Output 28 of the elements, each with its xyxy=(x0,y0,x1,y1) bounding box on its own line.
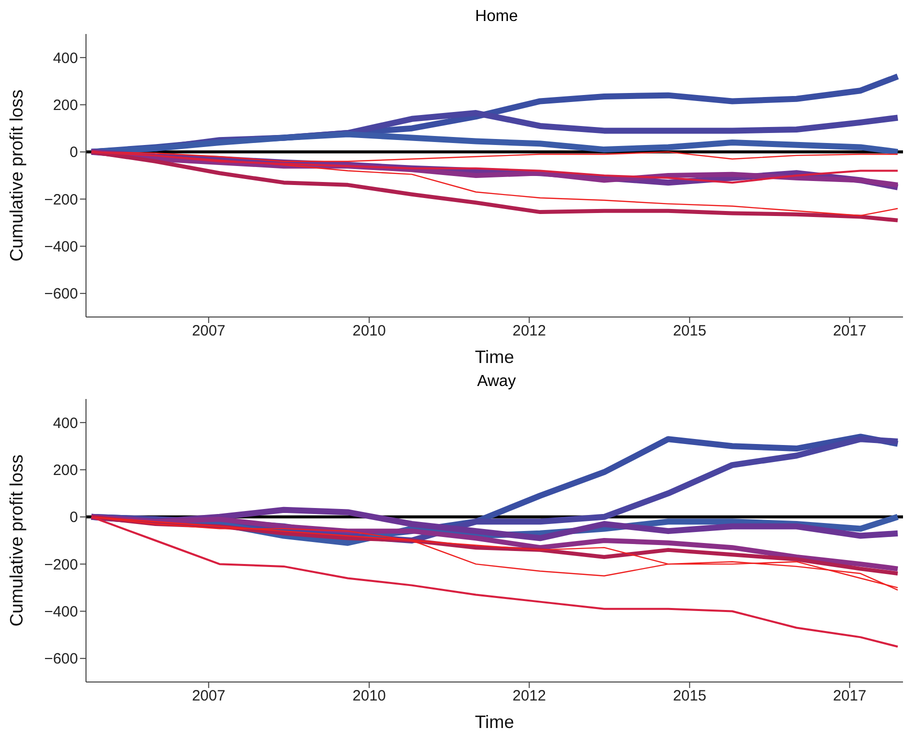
x-tick-label: 2017 xyxy=(832,322,866,340)
x-tick-label: 2010 xyxy=(352,688,386,705)
chart-title: Home xyxy=(474,8,519,27)
y-tick-label: −600 xyxy=(44,286,78,303)
x-tick-label: 2007 xyxy=(192,322,226,340)
x-tick-label: 2007 xyxy=(192,688,226,705)
y-tick-label: 400 xyxy=(52,50,78,67)
x-tick-label: 2012 xyxy=(512,322,546,340)
y-tick-label: −400 xyxy=(44,238,78,256)
y-tick-label: 0 xyxy=(70,144,78,162)
x-tick-label: 2010 xyxy=(352,322,386,340)
x-axis-title: Time xyxy=(474,347,514,367)
y-tick-label: −600 xyxy=(44,650,78,668)
y-axis-title: Cumulative profit loss xyxy=(6,89,26,262)
y-tick-label: −200 xyxy=(44,191,78,208)
y-tick-label: 200 xyxy=(52,97,78,114)
y-tick-label: 0 xyxy=(70,509,78,526)
chart-title: Away xyxy=(476,373,517,392)
x-tick-label: 2012 xyxy=(512,688,546,705)
x-tick-label: 2015 xyxy=(672,322,706,340)
x-tick-label: 2017 xyxy=(832,688,866,705)
y-axis-title: Cumulative profit loss xyxy=(6,454,26,627)
x-axis-title: Time xyxy=(474,712,514,732)
y-tick-label: 400 xyxy=(52,414,78,432)
y-tick-label: 200 xyxy=(52,462,78,480)
x-tick-label: 2015 xyxy=(672,688,706,705)
y-tick-label: −200 xyxy=(44,556,78,574)
y-tick-label: −400 xyxy=(44,604,78,621)
